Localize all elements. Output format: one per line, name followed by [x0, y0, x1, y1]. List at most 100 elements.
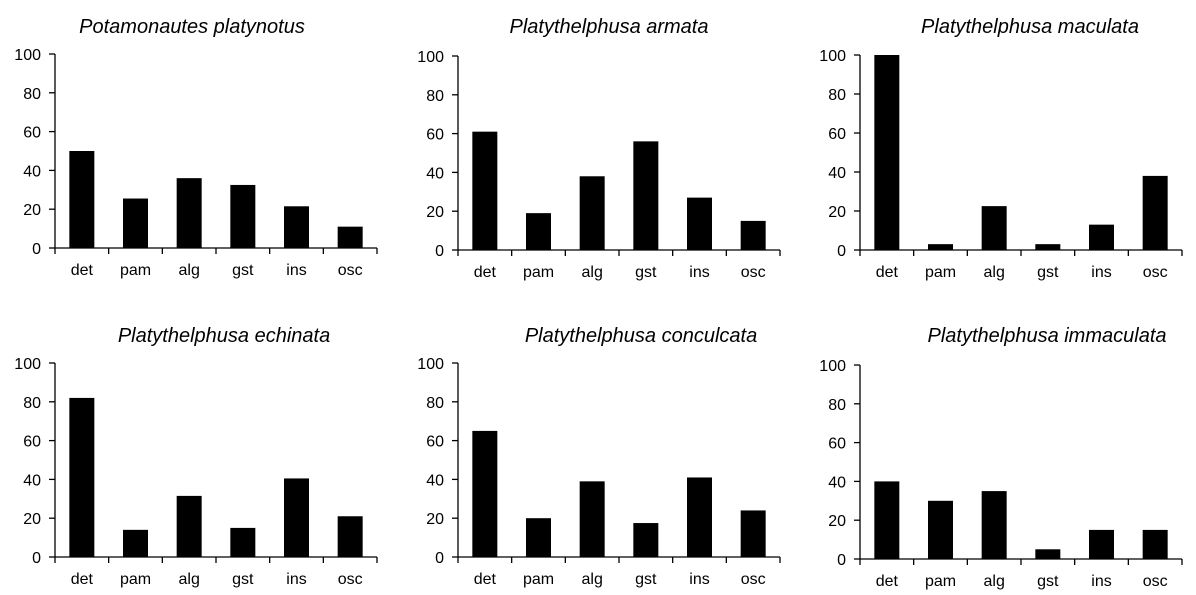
bar: [740, 510, 766, 557]
y-tick-label: 100: [14, 47, 41, 64]
y-tick-label: 20: [23, 202, 41, 219]
bar: [687, 477, 712, 557]
bar: [579, 481, 605, 557]
y-tick-label: 40: [426, 472, 444, 489]
y-tick-label: 80: [828, 87, 846, 104]
y-tick-label: 80: [426, 395, 444, 412]
x-tick-label: pam: [523, 571, 554, 588]
x-tick-label: pam: [523, 264, 554, 281]
bar: [1089, 529, 1114, 559]
bar: [337, 516, 363, 557]
bar: [928, 500, 953, 559]
y-tick-label: 0: [32, 241, 41, 258]
bar: [284, 478, 309, 557]
x-tick-label: det: [71, 262, 94, 279]
x-tick-label: det: [71, 571, 94, 588]
x-tick-label: osc: [338, 571, 363, 588]
y-tick-label: 80: [23, 395, 41, 412]
x-tick-label: ins: [689, 571, 709, 588]
bar-chart-panel: Platythelphusa armata 0 20 40 60 80 100 det pam a…: [417, 16, 781, 281]
bar: [69, 397, 95, 557]
bar: [981, 206, 1007, 250]
chart-title: Platythelphusa maculata: [921, 16, 1139, 38]
x-tick-label: gst: [232, 262, 254, 279]
x-tick-label: ins: [1091, 573, 1111, 590]
x-tick-label: ins: [689, 264, 709, 281]
bar: [687, 197, 712, 250]
y-tick-label: 60: [426, 434, 444, 451]
y-tick-label: 40: [23, 472, 41, 489]
chart-title: Platythelphusa echinata: [118, 325, 330, 347]
bar: [230, 527, 256, 557]
y-tick-label: 20: [828, 513, 846, 530]
bar: [1035, 549, 1061, 559]
x-tick-label: osc: [338, 262, 363, 279]
bar: [981, 491, 1007, 559]
bar: [123, 198, 148, 248]
x-tick-label: gst: [635, 264, 657, 281]
y-tick-label: 0: [435, 550, 444, 567]
x-tick-label: osc: [741, 264, 766, 281]
bar: [1089, 224, 1114, 250]
bar: [472, 131, 498, 250]
bar: [1035, 244, 1061, 250]
x-tick-label: gst: [1037, 573, 1059, 590]
y-tick-label: 100: [417, 49, 444, 66]
bar: [526, 213, 551, 250]
x-tick-label: gst: [1037, 264, 1059, 281]
x-tick-label: ins: [1091, 264, 1111, 281]
y-tick-label: 100: [14, 356, 41, 373]
y-tick-label: 40: [828, 474, 846, 491]
y-tick-label: 20: [426, 511, 444, 528]
y-tick-label: 60: [426, 127, 444, 144]
bar: [526, 518, 551, 557]
x-tick-label: pam: [925, 573, 956, 590]
chart-title: Potamonautes platynotus: [79, 16, 305, 38]
bar-chart-panel: Potamonautes platynotus 0 20 40 60 80 100 det pa…: [14, 16, 378, 279]
x-tick-label: ins: [286, 571, 306, 588]
x-tick-label: gst: [232, 571, 254, 588]
bar: [176, 178, 202, 248]
chart-title: Platythelphusa immaculata: [927, 325, 1166, 347]
bar: [1142, 175, 1168, 250]
x-tick-label: osc: [741, 571, 766, 588]
y-tick-label: 0: [837, 552, 846, 569]
bar: [579, 176, 605, 250]
y-tick-label: 0: [32, 550, 41, 567]
x-tick-label: alg: [178, 571, 199, 588]
y-tick-label: 0: [435, 243, 444, 260]
y-tick-label: 100: [819, 48, 846, 65]
y-tick-label: 0: [837, 243, 846, 260]
bar: [1142, 529, 1168, 559]
chart-title: Platythelphusa armata: [509, 16, 708, 38]
x-tick-label: alg: [178, 262, 199, 279]
x-tick-label: osc: [1143, 573, 1168, 590]
x-tick-label: ins: [286, 262, 306, 279]
bar: [69, 151, 95, 248]
bar: [633, 523, 659, 557]
bar: [874, 55, 900, 250]
y-tick-label: 20: [426, 204, 444, 221]
bar-chart-panel: Platythelphusa immaculata 0 20 40 60 80 100 det…: [819, 325, 1183, 590]
x-tick-label: det: [876, 264, 899, 281]
bar: [337, 226, 363, 248]
bar: [284, 206, 309, 248]
bar: [928, 244, 953, 250]
x-tick-label: pam: [925, 264, 956, 281]
bar: [123, 529, 148, 557]
chart-title: Platythelphusa conculcata: [525, 325, 757, 347]
x-tick-label: pam: [120, 571, 151, 588]
bar: [633, 141, 659, 250]
bar: [874, 481, 900, 559]
x-tick-label: pam: [120, 262, 151, 279]
y-tick-label: 60: [23, 125, 41, 142]
x-tick-label: det: [876, 573, 899, 590]
x-tick-label: alg: [983, 264, 1004, 281]
y-tick-label: 60: [828, 126, 846, 143]
bar-chart-panel: Platythelphusa conculcata 0 20 40 60 80 100 det…: [417, 325, 781, 588]
y-tick-label: 80: [426, 88, 444, 105]
y-tick-label: 40: [828, 165, 846, 182]
bar-chart-panel: Platythelphusa echinata 0 20 40 60 80 100 det pa…: [14, 325, 378, 588]
bar: [740, 220, 766, 250]
x-tick-label: gst: [635, 571, 657, 588]
